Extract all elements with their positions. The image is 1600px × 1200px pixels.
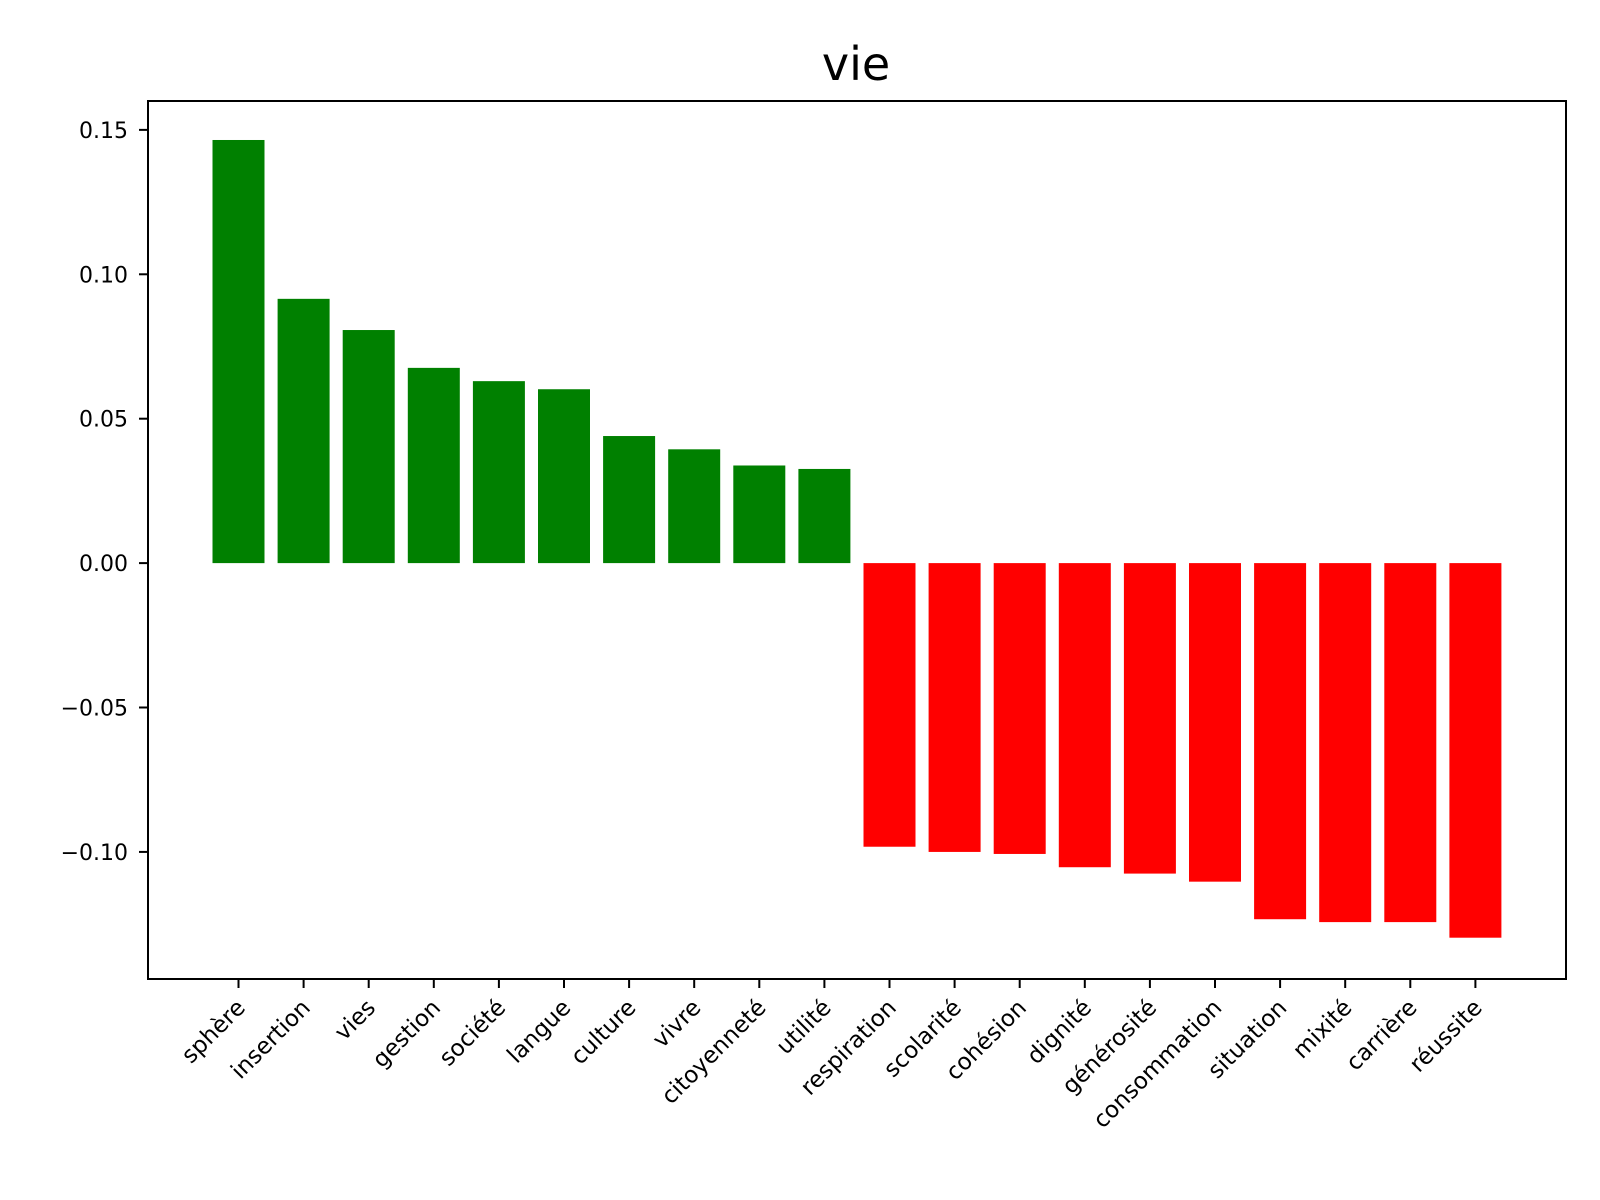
bar-5 <box>472 381 525 564</box>
bars-group <box>212 139 1502 938</box>
x-tick-label: langue <box>502 995 576 1069</box>
bar-6 <box>538 389 590 564</box>
bar-19 <box>1384 563 1437 923</box>
x-tick-label: vivre <box>648 995 706 1053</box>
bar-11 <box>863 563 916 847</box>
y-tick-label: −0.05 <box>61 697 128 722</box>
bar-14 <box>1058 563 1111 868</box>
bar-2 <box>277 298 330 564</box>
y-axis: 0.15 0.10 0.05 0.00 −0.05 −0.10 <box>61 119 148 866</box>
bar-9 <box>733 465 786 564</box>
bar-13 <box>993 563 1046 854</box>
plot-frame <box>147 100 1567 980</box>
y-tick-label: 0.15 <box>79 119 128 144</box>
x-tick-label: culture <box>566 995 641 1070</box>
bar-1 <box>212 139 265 564</box>
y-tick-label: 0.00 <box>79 552 128 577</box>
chart-title: vie <box>822 37 890 91</box>
bar-7 <box>603 436 656 564</box>
bar-15 <box>1123 563 1176 874</box>
x-tick-label: vies <box>330 995 381 1046</box>
x-tick-label: société <box>434 995 511 1072</box>
y-tick-label: 0.05 <box>79 408 128 433</box>
bar-3 <box>342 330 395 564</box>
y-tick-label: −0.10 <box>61 841 128 866</box>
bar-12 <box>928 563 981 852</box>
bar-17 <box>1254 563 1307 920</box>
bar-20 <box>1449 563 1502 938</box>
bar-4 <box>407 367 460 564</box>
x-tick-label: réussite <box>1405 995 1488 1078</box>
bar-8 <box>668 449 721 564</box>
y-tick-label: 0.10 <box>79 263 128 288</box>
bar-10 <box>798 468 851 564</box>
x-tick-label: gestion <box>368 995 446 1073</box>
bar-18 <box>1319 563 1372 923</box>
bar-16 <box>1189 563 1241 882</box>
